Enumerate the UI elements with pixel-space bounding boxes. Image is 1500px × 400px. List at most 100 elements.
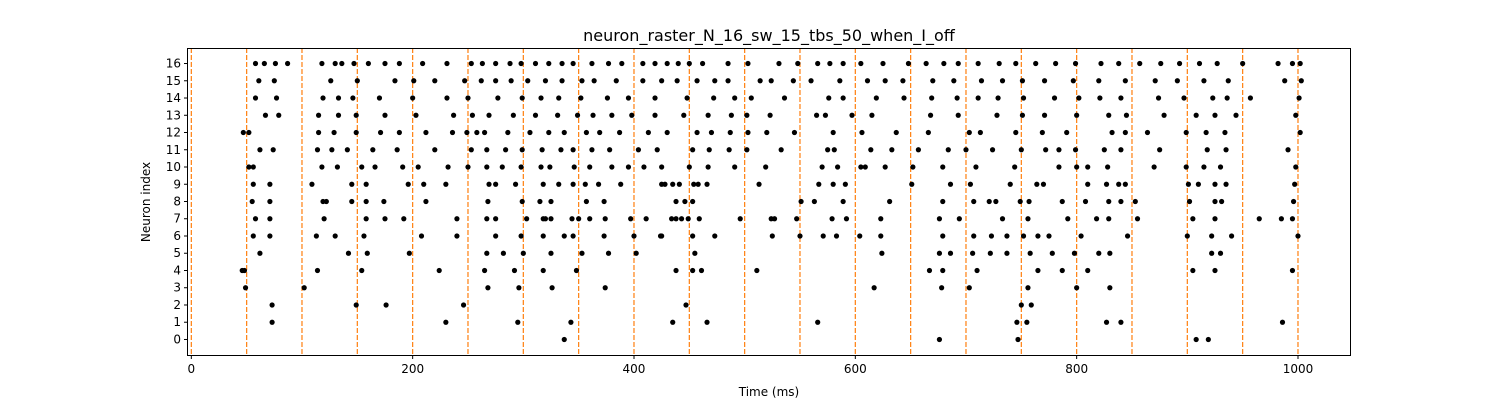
- spike-point: [915, 147, 922, 153]
- spike-point: [977, 129, 983, 136]
- spike-point: [314, 147, 321, 153]
- spike-point: [493, 60, 499, 67]
- spike-point: [1019, 112, 1026, 118]
- spike-point: [830, 181, 836, 187]
- y-tick-label: 16: [166, 57, 181, 71]
- spike-point: [1004, 233, 1010, 239]
- spike-point: [1017, 198, 1023, 205]
- spike-point: [732, 164, 738, 170]
- spike-point: [1072, 147, 1079, 153]
- spike-point: [601, 198, 607, 205]
- spike-point: [510, 112, 516, 118]
- spike-point: [940, 267, 946, 274]
- spike-point: [1151, 164, 1157, 170]
- spike-point: [394, 147, 400, 153]
- spike-point: [511, 267, 518, 274]
- spike-point: [1033, 60, 1039, 67]
- spike-point: [725, 78, 731, 84]
- spike-point: [486, 181, 492, 187]
- x-tick-label: 600: [844, 362, 867, 376]
- spike-point: [1195, 181, 1201, 187]
- spike-point: [508, 78, 514, 84]
- spike-point: [451, 112, 457, 118]
- spike-point: [597, 129, 603, 136]
- spike-point: [1107, 285, 1113, 291]
- y-tick-label: 6: [173, 229, 181, 243]
- spike-point: [420, 60, 426, 67]
- spike-point: [421, 181, 427, 187]
- spike-point: [696, 216, 702, 222]
- spike-point: [540, 181, 546, 187]
- spike-point: [704, 181, 710, 187]
- spike-point: [256, 78, 262, 84]
- spike-point: [515, 319, 521, 325]
- spike-point: [546, 60, 552, 67]
- spike-point: [323, 198, 329, 205]
- spike-point: [1285, 147, 1291, 153]
- spike-point: [795, 60, 801, 67]
- spike-point: [540, 233, 546, 239]
- spike-point: [604, 95, 611, 101]
- spike-point: [764, 129, 770, 136]
- spike-point: [512, 181, 519, 187]
- spike-point: [1106, 216, 1112, 222]
- spike-point: [351, 60, 357, 67]
- spike-point: [405, 181, 411, 187]
- spike-point: [1223, 181, 1229, 187]
- spike-point: [406, 250, 412, 256]
- spike-point: [1103, 181, 1110, 187]
- spike-point: [444, 95, 450, 101]
- spike-point: [711, 95, 717, 101]
- spike-point: [350, 95, 356, 101]
- spike-point: [963, 147, 969, 153]
- spike-point: [364, 250, 370, 256]
- spike-point: [328, 78, 334, 84]
- spike-point: [1228, 233, 1235, 239]
- spike-point: [1293, 164, 1299, 170]
- spike-point: [686, 164, 692, 170]
- spike-point: [670, 319, 676, 325]
- spike-point: [947, 250, 954, 256]
- spike-point: [591, 78, 597, 84]
- spike-point: [690, 233, 696, 239]
- spike-point: [383, 302, 389, 308]
- x-axis-label: Time (ms): [738, 385, 800, 399]
- spike-point: [1193, 112, 1199, 118]
- spike-point: [372, 164, 378, 170]
- spike-point: [1070, 78, 1076, 84]
- spike-point: [1082, 198, 1089, 205]
- spike-point: [1158, 60, 1164, 67]
- spike-point: [882, 164, 888, 170]
- spike-point: [1201, 78, 1207, 84]
- spike-point: [925, 129, 931, 136]
- spike-point: [909, 181, 915, 187]
- spike-point: [1020, 233, 1027, 239]
- spike-point: [1217, 164, 1224, 170]
- spike-point: [633, 250, 639, 256]
- spike-point: [726, 147, 732, 153]
- spike-point: [500, 250, 506, 256]
- spike-point: [769, 233, 775, 239]
- spike-point: [659, 78, 665, 84]
- spike-point: [887, 198, 893, 205]
- spike-point: [1122, 129, 1128, 136]
- spike-point: [1101, 147, 1107, 153]
- spike-point: [1137, 60, 1143, 67]
- spike-point: [1290, 198, 1297, 205]
- spike-point: [988, 233, 995, 239]
- spike-point: [468, 147, 474, 153]
- spike-point: [1024, 319, 1030, 325]
- spike-point: [468, 60, 474, 67]
- spike-point: [570, 147, 576, 153]
- spike-point: [970, 250, 976, 256]
- spike-point: [270, 147, 276, 153]
- spike-point: [583, 129, 590, 136]
- chart-title: neuron_raster_N_16_sw_15_tbs_50_when_I_o…: [583, 26, 956, 46]
- spike-point: [1019, 78, 1026, 84]
- spike-point: [381, 198, 387, 205]
- spike-point: [643, 216, 649, 222]
- spike-point: [493, 78, 499, 84]
- x-axis-ticks: 0 200 400 600 800 1000: [187, 355, 1313, 376]
- spike-point: [334, 164, 340, 170]
- spike-point: [548, 250, 554, 256]
